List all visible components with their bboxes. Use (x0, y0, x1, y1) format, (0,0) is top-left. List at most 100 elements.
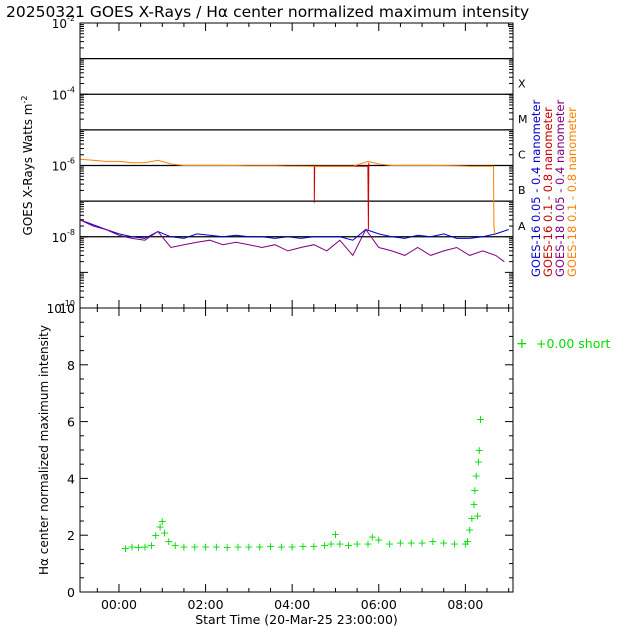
xray-legend-entry: GOES-16 0.1 - 0.8 nanometer (541, 107, 555, 277)
halpha-point: + (158, 515, 167, 528)
y-tick-label: 10 (59, 301, 75, 316)
y-tick-label-base: 10 (52, 160, 67, 174)
halpha-point: + (277, 541, 286, 554)
y-tick-label: 10-2 (52, 14, 75, 31)
halpha-point: + (288, 541, 297, 554)
halpha-point: + (473, 509, 482, 522)
xray-y-axis-label-exponent: -2 (20, 96, 29, 104)
halpha-point: + (327, 538, 336, 551)
xray-series-line (79, 158, 496, 234)
time-x-axis-label: Start Time (20-Mar-25 23:00:00) (195, 612, 398, 627)
halpha-point: + (450, 538, 459, 551)
y-tick-label-exponent: -10 (62, 299, 75, 308)
halpha-point: + (309, 540, 318, 553)
y-tick-label: 6 (67, 415, 75, 430)
y-tick-label: 10-10 (47, 299, 75, 316)
halpha-point: + (201, 541, 210, 554)
halpha-point: + (164, 535, 173, 548)
halpha-point: + (179, 541, 188, 554)
time-x-ticks: 00:00 02:00 04:00 06:00 08:00 (96, 308, 510, 612)
halpha-point: + (244, 541, 253, 554)
x-tick-label: 00:00 (101, 597, 137, 612)
halpha-point: + (171, 539, 180, 552)
halpha-point: + (461, 538, 470, 551)
halpha-point: + (407, 536, 416, 549)
halpha-point: + (396, 536, 405, 549)
xray-legend-entry: GOES-18 0.05 - 0.4 nanometer (553, 100, 567, 278)
halpha-legend-label: +0.00 short (536, 336, 611, 351)
halpha-panel: +++++++++++ + + + + + + + + + + + + + ++++ + + +++ + + + + + + +… (37, 301, 611, 627)
y-tick-label-exponent: -2 (67, 14, 75, 23)
y-tick-label-base: 10 (47, 302, 62, 316)
y-tick-label: 8 (67, 358, 75, 373)
flare-class-label: X (518, 77, 526, 90)
halpha-point: + (140, 541, 149, 554)
halpha-point: + (121, 542, 130, 555)
y-tick-label: 2 (67, 528, 75, 543)
halpha-point: + (470, 484, 479, 497)
chart-title: 20250321 GOES X-Rays / Hα center normali… (6, 3, 529, 21)
y-tick-label-exponent: -6 (67, 157, 75, 166)
halpha-point: + (385, 538, 394, 551)
halpha-point: + (465, 524, 474, 537)
x-tick-label: 08:00 (447, 597, 483, 612)
halpha-point: + (212, 541, 221, 554)
halpha-point: + (417, 536, 426, 549)
halpha-point: + (160, 526, 169, 539)
y-tick-label: 0 (67, 585, 75, 600)
xray-legend-entry: GOES-16 0.05 - 0.4 nanometer (529, 100, 543, 278)
halpha-point: + (223, 541, 232, 554)
halpha-legend-marker: + (516, 336, 528, 352)
flare-class-label: B (518, 184, 526, 197)
halpha-point: + (353, 538, 362, 551)
halpha-point: + (335, 538, 344, 551)
halpha-point: + (127, 541, 136, 554)
y-tick-label: 10-4 (52, 85, 75, 102)
y-tick-label-exponent: -4 (67, 85, 75, 94)
halpha-y-ticks: 0 2 4 6 8 10 (59, 301, 513, 600)
halpha-point: + (134, 541, 143, 554)
x-tick-label: 04:00 (274, 597, 310, 612)
y-tick-label: 4 (67, 471, 75, 486)
halpha-point: + (233, 541, 242, 554)
halpha-point: + (147, 539, 156, 552)
halpha-point: + (151, 529, 160, 542)
halpha-point: + (374, 533, 383, 546)
xray-y-axis-label-text: GOES X-Rays Watts m (21, 104, 35, 236)
x-tick-label: 06:00 (361, 597, 397, 612)
halpha-point: + (344, 539, 353, 552)
flare-class-lines (80, 58, 513, 238)
xray-series-line (79, 219, 505, 263)
halpha-point: + (368, 531, 377, 544)
halpha-point: + (475, 444, 484, 457)
halpha-point: + (255, 541, 264, 554)
y-tick-label-exponent: -8 (67, 228, 75, 237)
halpha-series: +++++++++++ + + + + + + + + + + + + + ++++ + + +++ + + + + + + +… (121, 413, 485, 555)
halpha-point: + (298, 540, 307, 553)
y-tick-label-base: 10 (52, 17, 67, 31)
xray-legend-entry: GOES-18 0.1 - 0.8 nanometer (565, 107, 579, 277)
y-tick-label: 10-8 (52, 228, 75, 245)
halpha-point: + (363, 538, 372, 551)
flare-class-label: A (518, 220, 526, 233)
halpha-point: + (331, 528, 340, 541)
halpha-point: + (467, 512, 476, 525)
halpha-point: + (469, 498, 478, 511)
flare-class-label: C (518, 149, 526, 162)
halpha-point: + (266, 540, 275, 553)
flare-class-label: M (518, 113, 528, 126)
halpha-point: + (472, 470, 481, 483)
halpha-point: + (190, 541, 199, 554)
halpha-point: + (463, 535, 472, 548)
halpha-point: + (320, 539, 329, 552)
y-tick-label-base: 10 (52, 231, 67, 245)
y-tick-label: 10-6 (52, 157, 75, 174)
halpha-point: + (474, 455, 483, 468)
halpha-y-axis-label: Hα center normalized maximum intensity (37, 325, 51, 575)
halpha-point: + (155, 521, 164, 534)
